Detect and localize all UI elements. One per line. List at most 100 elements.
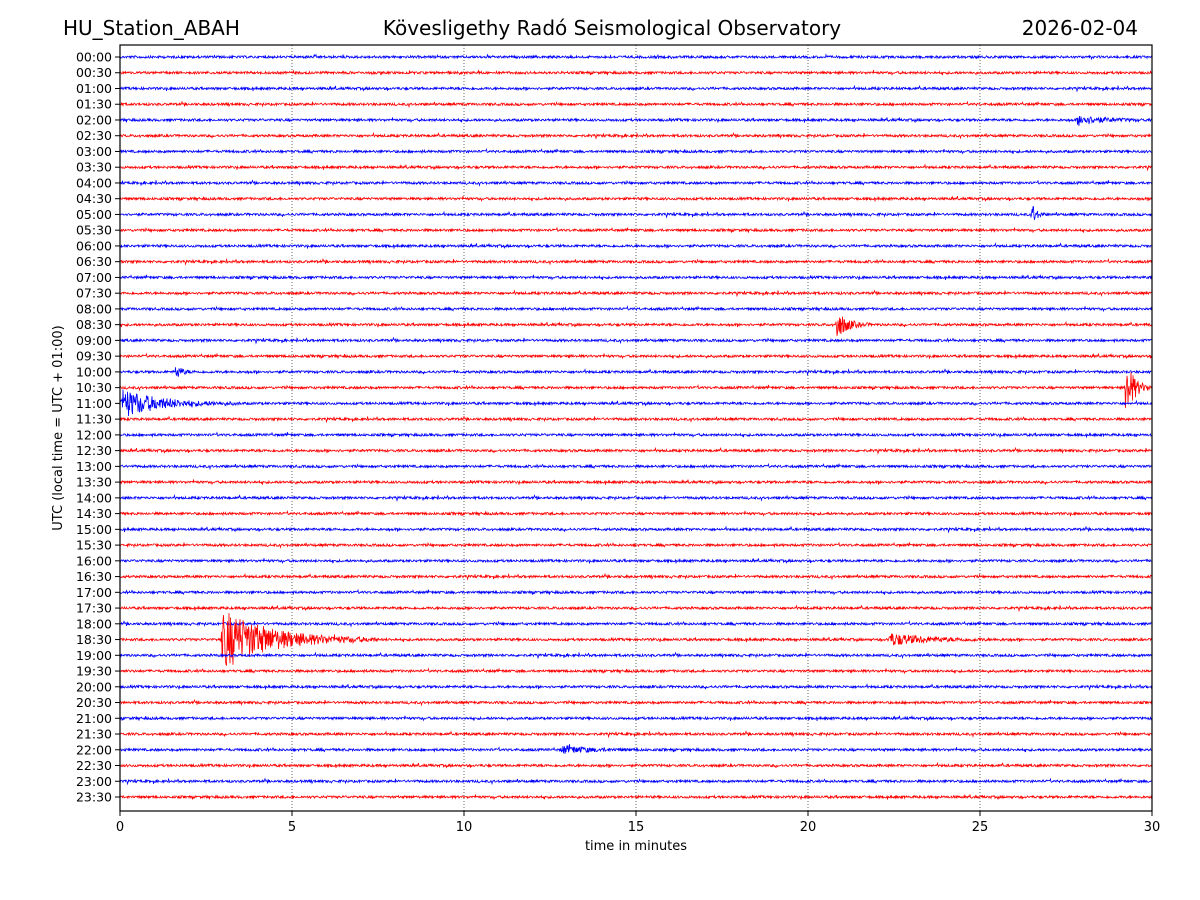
y-tick-label: 01:30 bbox=[76, 97, 112, 112]
y-tick-label: 15:00 bbox=[76, 522, 112, 537]
y-tick-label: 08:30 bbox=[76, 317, 112, 332]
trace-0130 bbox=[119, 100, 1153, 109]
y-tick-label: 05:00 bbox=[76, 207, 112, 222]
trace-2200 bbox=[119, 744, 1153, 754]
trace-2030 bbox=[119, 698, 1153, 707]
trace-2230 bbox=[119, 761, 1153, 769]
y-tick-label: 07:00 bbox=[76, 270, 112, 285]
y-tick-label: 03:00 bbox=[76, 144, 112, 159]
x-tick-label: 0 bbox=[116, 820, 124, 835]
trace-1230 bbox=[119, 446, 1153, 455]
y-tick-label: 06:30 bbox=[76, 254, 112, 269]
y-tick-label: 02:00 bbox=[76, 112, 112, 127]
y-tick-label: 19:30 bbox=[76, 664, 112, 679]
y-tick-label: 12:00 bbox=[76, 427, 112, 442]
trace-0900 bbox=[119, 336, 1153, 345]
trace-0500 bbox=[119, 206, 1153, 220]
y-tick-label: 07:30 bbox=[76, 286, 112, 301]
y-tick-label: 19:00 bbox=[76, 648, 112, 663]
trace-1500 bbox=[119, 525, 1153, 534]
y-tick-label: 22:00 bbox=[76, 742, 112, 757]
trace-2130 bbox=[119, 730, 1153, 739]
y-tick-label: 15:30 bbox=[76, 538, 112, 553]
y-tick-label: 13:30 bbox=[76, 475, 112, 490]
trace-0700 bbox=[119, 274, 1153, 281]
trace-1700 bbox=[119, 588, 1153, 596]
trace-0800 bbox=[119, 305, 1153, 313]
trace-0830 bbox=[119, 316, 1153, 336]
trace-2330 bbox=[120, 794, 1153, 801]
trace-0400 bbox=[119, 179, 1153, 187]
x-tick-label: 30 bbox=[1144, 820, 1161, 835]
y-tick-label: 18:30 bbox=[76, 632, 112, 647]
y-tick-label: 20:00 bbox=[76, 679, 112, 694]
y-tick-label: 12:30 bbox=[76, 443, 112, 458]
x-tick-label: 20 bbox=[800, 820, 817, 835]
y-tick-label: 08:00 bbox=[76, 301, 112, 316]
station-title: HU_Station_ABAH bbox=[63, 16, 240, 40]
y-tick-label: 23:30 bbox=[76, 790, 112, 805]
trace-0600 bbox=[119, 242, 1153, 249]
trace-0230 bbox=[119, 131, 1153, 140]
y-tick-label: 17:30 bbox=[76, 601, 112, 616]
y-tick-label: 03:30 bbox=[76, 160, 112, 175]
y-tick-label: 04:00 bbox=[76, 175, 112, 190]
trace-2300 bbox=[119, 777, 1153, 786]
y-tick-label: 10:30 bbox=[76, 380, 112, 395]
y-tick-label: 22:30 bbox=[76, 758, 112, 773]
y-tick-label: 13:00 bbox=[76, 459, 112, 474]
trace-1000 bbox=[119, 367, 1153, 377]
trace-1730 bbox=[119, 604, 1153, 613]
x-tick-label: 5 bbox=[288, 820, 296, 835]
y-tick-label: 21:30 bbox=[76, 727, 112, 742]
x-axis-label: time in minutes bbox=[585, 839, 687, 854]
trace-0330 bbox=[119, 163, 1153, 172]
trace-1300 bbox=[119, 462, 1153, 471]
y-tick-label: 18:00 bbox=[76, 616, 112, 631]
trace-0530 bbox=[119, 226, 1152, 234]
y-tick-label: 04:30 bbox=[76, 191, 112, 206]
y-tick-label: 09:00 bbox=[76, 333, 112, 348]
y-tick-label: 05:30 bbox=[76, 223, 112, 238]
trace-1200 bbox=[119, 431, 1153, 438]
date-title: 2026-02-04 bbox=[1022, 16, 1138, 40]
y-tick-label: 00:30 bbox=[76, 65, 112, 80]
trace-0030 bbox=[119, 69, 1153, 76]
trace-1530 bbox=[119, 541, 1153, 549]
trace-1830 bbox=[119, 613, 1153, 666]
trace-1130 bbox=[119, 415, 1153, 424]
trace-0430 bbox=[119, 195, 1153, 202]
trace-1100 bbox=[119, 389, 1153, 417]
chart-title: Kövesligethy Radó Seismological Observat… bbox=[383, 16, 841, 40]
trace-0100 bbox=[119, 84, 1153, 93]
trace-1430 bbox=[119, 510, 1153, 517]
y-tick-label: 06:00 bbox=[76, 238, 112, 253]
y-tick-label: 16:30 bbox=[76, 569, 112, 584]
y-tick-label: 09:30 bbox=[76, 349, 112, 364]
trace-1030 bbox=[119, 372, 1153, 409]
y-tick-label: 00:00 bbox=[76, 50, 112, 65]
trace-2000 bbox=[119, 683, 1153, 691]
trace-0930 bbox=[120, 352, 1153, 360]
y-tick-label: 14:30 bbox=[76, 506, 112, 521]
y-tick-label: 02:30 bbox=[76, 128, 112, 143]
trace-1800 bbox=[119, 620, 1153, 628]
y-tick-label: 11:00 bbox=[76, 396, 112, 411]
trace-0000 bbox=[119, 53, 1153, 61]
x-tick-label: 25 bbox=[972, 820, 989, 835]
y-tick-label: 14:00 bbox=[76, 490, 112, 505]
trace-1630 bbox=[119, 572, 1153, 581]
y-tick-label: 11:30 bbox=[76, 412, 112, 427]
trace-1900 bbox=[119, 651, 1153, 660]
trace-0630 bbox=[119, 258, 1153, 266]
x-tick-label: 10 bbox=[456, 820, 473, 835]
y-tick-label: 10:00 bbox=[76, 364, 112, 379]
trace-2100 bbox=[119, 714, 1153, 722]
trace-0300 bbox=[119, 147, 1153, 155]
trace-1930 bbox=[119, 667, 1153, 675]
trace-1400 bbox=[119, 494, 1153, 503]
y-axis-label: UTC (local time = UTC + 01:00) bbox=[51, 325, 66, 530]
trace-0730 bbox=[119, 289, 1153, 298]
